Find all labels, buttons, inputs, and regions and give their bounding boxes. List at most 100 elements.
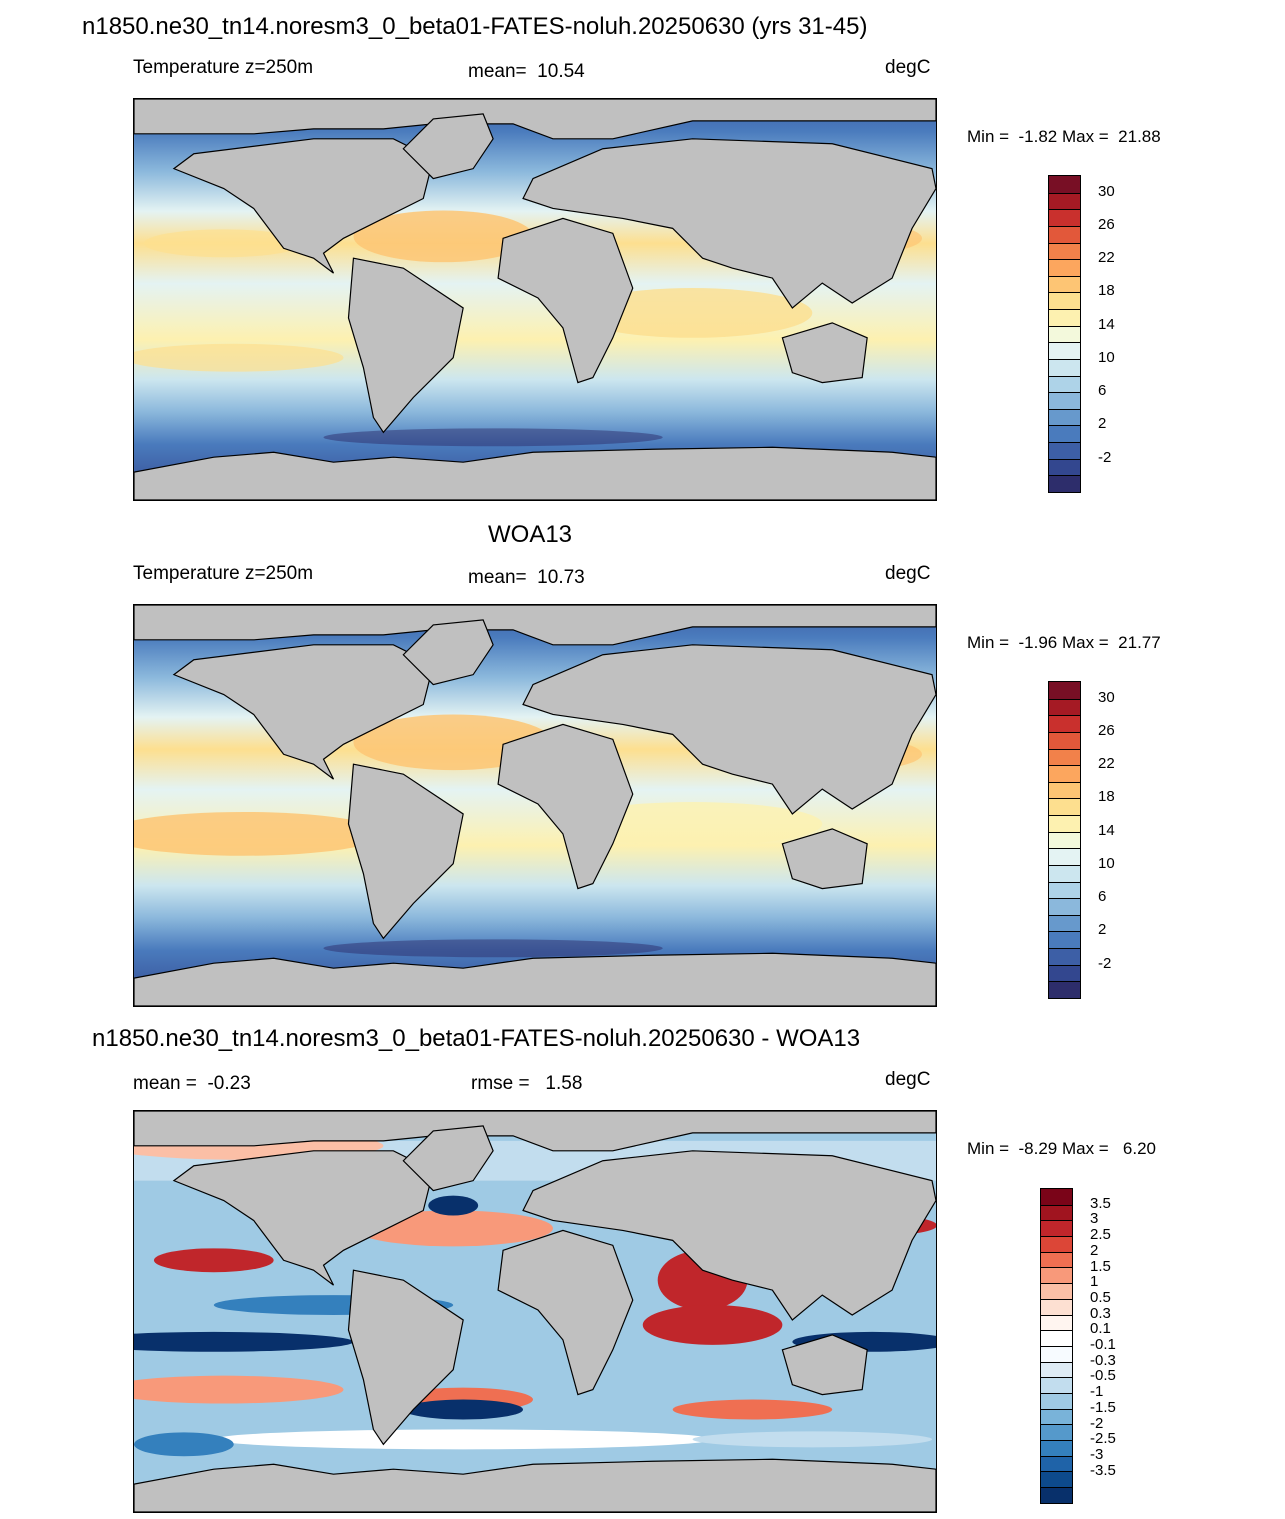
colorbar-segment bbox=[1049, 715, 1080, 732]
colorbar-segment bbox=[1041, 1267, 1072, 1284]
colorbar-segment bbox=[1041, 1220, 1072, 1237]
colorbar-segment bbox=[1049, 176, 1080, 193]
colorbar-segment bbox=[1041, 1424, 1072, 1440]
colorbar-segment bbox=[1049, 425, 1080, 442]
colorbar-tick-label: 2.5 bbox=[1090, 1226, 1111, 1244]
panel2-map-svg bbox=[134, 605, 936, 1006]
colorbar-segment bbox=[1049, 475, 1080, 492]
colorbar-segment bbox=[1041, 1236, 1072, 1252]
panel3-rmse-label: rmse = 1.58 bbox=[471, 1073, 583, 1094]
colorbar-segment bbox=[1049, 765, 1080, 782]
panel1-mean-label: mean= 10.54 bbox=[468, 61, 585, 82]
panel3-colorbar-box bbox=[1040, 1188, 1073, 1504]
panel3-title: n1850.ne30_tn14.noresm3_0_beta01-FATES-n… bbox=[92, 1025, 861, 1052]
panel1-minmax-label: Min = -1.82 Max = 21.88 bbox=[967, 127, 1161, 146]
colorbar-segment bbox=[1041, 1408, 1072, 1425]
panel2-variable-label: Temperature z=250m bbox=[133, 563, 314, 584]
colorbar-segment bbox=[1049, 964, 1080, 982]
colorbar-tick-label: 26 bbox=[1098, 215, 1115, 233]
panel2-mean-label: mean= 10.73 bbox=[468, 567, 585, 588]
panel2-map bbox=[133, 604, 937, 1007]
colorbar-tick-label: 10 bbox=[1098, 854, 1115, 872]
panel1-colorbar-box bbox=[1048, 175, 1081, 493]
colorbar-segment bbox=[1041, 1189, 1072, 1205]
colorbar-tick-label: 14 bbox=[1098, 821, 1115, 839]
colorbar-tick-label: 14 bbox=[1098, 315, 1115, 333]
colorbar-segment bbox=[1049, 848, 1080, 865]
colorbar-segment bbox=[1041, 1298, 1072, 1315]
colorbar-segment bbox=[1041, 1455, 1072, 1472]
colorbar-segment bbox=[1041, 1471, 1072, 1488]
colorbar-segment bbox=[1049, 864, 1080, 882]
panel2-title: WOA13 bbox=[488, 521, 573, 548]
colorbar-tick-label: 0.3 bbox=[1090, 1304, 1111, 1322]
panel3-mean-label: mean = -0.23 bbox=[133, 1073, 251, 1094]
colorbar-tick-label: 18 bbox=[1098, 282, 1115, 300]
colorbar-tick-label: 30 bbox=[1098, 688, 1115, 706]
figure-title: n1850.ne30_tn14.noresm3_0_beta01-FATES-n… bbox=[82, 13, 868, 40]
colorbar-tick-label: 22 bbox=[1098, 249, 1115, 267]
colorbar-tick-label: 26 bbox=[1098, 721, 1115, 739]
panel3-map-svg bbox=[134, 1111, 936, 1512]
colorbar-tick-label: 30 bbox=[1098, 182, 1115, 200]
colorbar-tick-label: -1.5 bbox=[1090, 1398, 1116, 1416]
panel1-units-label: degC bbox=[885, 57, 931, 78]
colorbar-segment bbox=[1049, 392, 1080, 409]
colorbar-segment bbox=[1049, 981, 1080, 998]
colorbar-segment bbox=[1041, 1392, 1072, 1409]
colorbar-segment bbox=[1049, 325, 1080, 343]
colorbar-segment bbox=[1049, 748, 1080, 766]
colorbar-segment bbox=[1049, 731, 1080, 749]
colorbar-segment bbox=[1049, 458, 1080, 476]
colorbar-segment bbox=[1041, 1487, 1072, 1503]
colorbar-segment bbox=[1049, 309, 1080, 326]
colorbar-tick-label: 0.5 bbox=[1090, 1288, 1111, 1306]
colorbar-segment bbox=[1049, 914, 1080, 932]
colorbar-segment bbox=[1049, 358, 1080, 376]
colorbar-segment bbox=[1049, 815, 1080, 832]
colorbar-tick-label: -0.3 bbox=[1090, 1351, 1116, 1369]
colorbar-tick-label: -0.1 bbox=[1090, 1336, 1116, 1353]
colorbar-segment bbox=[1049, 682, 1080, 699]
colorbar-segment bbox=[1041, 1251, 1072, 1268]
colorbar-segment bbox=[1049, 881, 1080, 899]
colorbar-tick-label: -2 bbox=[1098, 954, 1112, 972]
panel2-colorbar-box bbox=[1048, 681, 1081, 999]
colorbar-segment bbox=[1049, 259, 1080, 276]
colorbar-segment bbox=[1049, 898, 1080, 915]
colorbar-segment bbox=[1049, 698, 1080, 716]
colorbar-segment bbox=[1049, 275, 1080, 293]
colorbar-segment bbox=[1041, 1345, 1072, 1362]
panel1-variable-label: Temperature z=250m bbox=[133, 57, 314, 78]
colorbar-tick-label: 2 bbox=[1090, 1241, 1099, 1259]
colorbar-segment bbox=[1041, 1440, 1072, 1456]
colorbar-segment bbox=[1049, 342, 1080, 359]
colorbar-segment bbox=[1049, 781, 1080, 799]
colorbar-tick-label: -1 bbox=[1090, 1383, 1104, 1401]
colorbar-segment bbox=[1049, 209, 1080, 226]
panel2-minmax-label: Min = -1.96 Max = 21.77 bbox=[967, 633, 1161, 652]
colorbar-segment bbox=[1049, 225, 1080, 243]
colorbar-tick-label: 18 bbox=[1098, 788, 1115, 806]
colorbar-segment bbox=[1049, 375, 1080, 393]
colorbar-tick-label: 1 bbox=[1090, 1273, 1099, 1291]
colorbar-segment bbox=[1049, 192, 1080, 210]
colorbar-segment bbox=[1041, 1361, 1072, 1378]
colorbar-segment bbox=[1049, 948, 1080, 965]
colorbar-tick-label: 0.1 bbox=[1090, 1320, 1111, 1338]
colorbar-segment bbox=[1049, 442, 1080, 459]
colorbar-segment bbox=[1041, 1283, 1072, 1299]
colorbar-segment bbox=[1049, 408, 1080, 426]
colorbar-segment bbox=[1049, 242, 1080, 260]
colorbar-tick-label: -3.5 bbox=[1090, 1461, 1116, 1479]
colorbar-tick-label: -3 bbox=[1090, 1445, 1104, 1463]
colorbar-tick-label: 6 bbox=[1098, 888, 1107, 906]
colorbar-segment bbox=[1049, 798, 1080, 815]
colorbar-segment bbox=[1041, 1204, 1072, 1221]
colorbar-segment bbox=[1049, 292, 1080, 309]
colorbar-tick-label: 22 bbox=[1098, 755, 1115, 773]
panel2-units-label: degC bbox=[885, 563, 931, 584]
colorbar-tick-label: -2 bbox=[1090, 1414, 1104, 1432]
colorbar-tick-label: 2 bbox=[1098, 415, 1107, 433]
colorbar-segment bbox=[1041, 1377, 1072, 1393]
